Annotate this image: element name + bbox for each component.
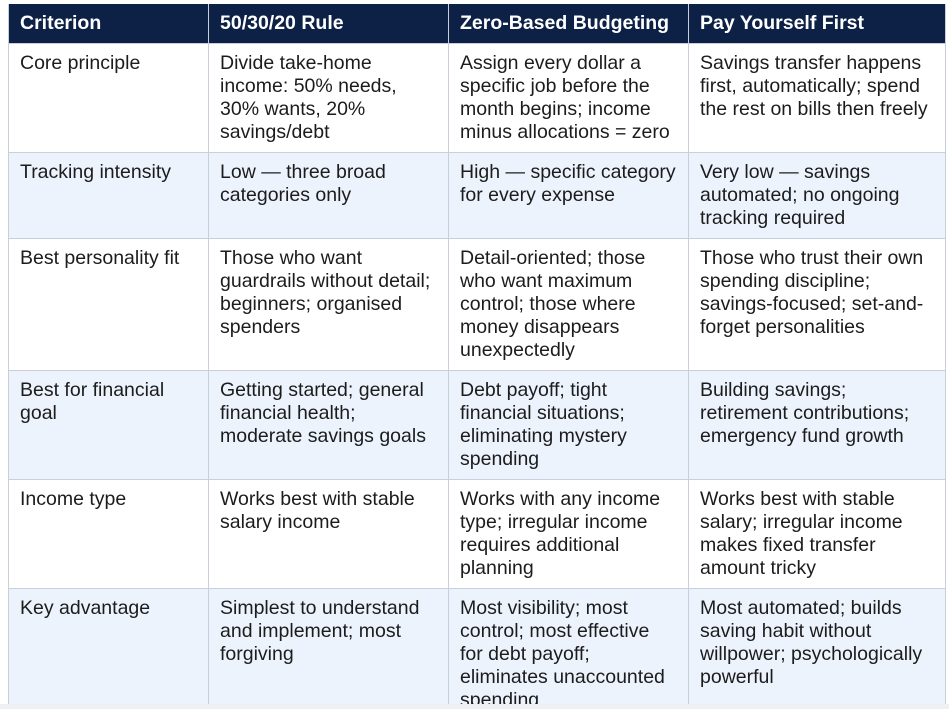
bottom-edge-strip xyxy=(0,704,949,709)
header-zero-based-budgeting: Zero-Based Budgeting xyxy=(448,4,689,44)
table-cell: Assign every dollar a specific job befor… xyxy=(448,43,689,153)
table-cell: Building savings; retirement contributio… xyxy=(688,370,946,480)
table-row: Tracking intensity Low — three broad cat… xyxy=(8,152,946,239)
header-pay-yourself-first: Pay Yourself First xyxy=(688,4,946,44)
header-50-30-20-rule: 50/30/20 Rule xyxy=(208,4,449,44)
row-criterion-cell: Best for financial goal xyxy=(8,370,209,480)
table-row: Best for financial goal Getting started;… xyxy=(8,370,946,480)
table-row: Key advantage Simplest to understand and… xyxy=(8,588,946,709)
table-row: Income type Works best with stable salar… xyxy=(8,479,946,589)
table-row: Best personality fit Those who want guar… xyxy=(8,238,946,371)
comparison-table: Criterion 50/30/20 Rule Zero-Based Budge… xyxy=(8,4,946,709)
table-cell: Most automated; builds saving habit with… xyxy=(688,588,946,709)
table-row: Core principle Divide take-home income: … xyxy=(8,43,946,153)
table-cell: Simplest to understand and implement; mo… xyxy=(208,588,449,709)
row-criterion-cell: Tracking intensity xyxy=(8,152,209,239)
table-cell: Works best with stable salary income xyxy=(208,479,449,589)
table-cell: High — specific category for every expen… xyxy=(448,152,689,239)
table-cell: Works best with stable salary; irregular… xyxy=(688,479,946,589)
table-cell: Low — three broad categories only xyxy=(208,152,449,239)
table-cell: Most visibility; most control; most effe… xyxy=(448,588,689,709)
table-cell: Those who want guardrails without detail… xyxy=(208,238,449,371)
table-cell: Getting started; general financial healt… xyxy=(208,370,449,480)
row-criterion-cell: Key advantage xyxy=(8,588,209,709)
row-criterion-cell: Income type xyxy=(8,479,209,589)
table-cell: Works with any income type; irregular in… xyxy=(448,479,689,589)
table-header-row: Criterion 50/30/20 Rule Zero-Based Budge… xyxy=(8,4,946,44)
row-criterion-cell: Core principle xyxy=(8,43,209,153)
table-cell: Detail-oriented; those who want maximum … xyxy=(448,238,689,371)
table-cell: Savings transfer happens first, automati… xyxy=(688,43,946,153)
table-cell: Very low — savings automated; no ongoing… xyxy=(688,152,946,239)
table-cell: Divide take-home income: 50% needs, 30% … xyxy=(208,43,449,153)
row-criterion-cell: Best personality fit xyxy=(8,238,209,371)
table-cell: Those who trust their own spending disci… xyxy=(688,238,946,371)
table-cell: Debt payoff; tight financial situations;… xyxy=(448,370,689,480)
header-criterion: Criterion xyxy=(8,4,209,44)
